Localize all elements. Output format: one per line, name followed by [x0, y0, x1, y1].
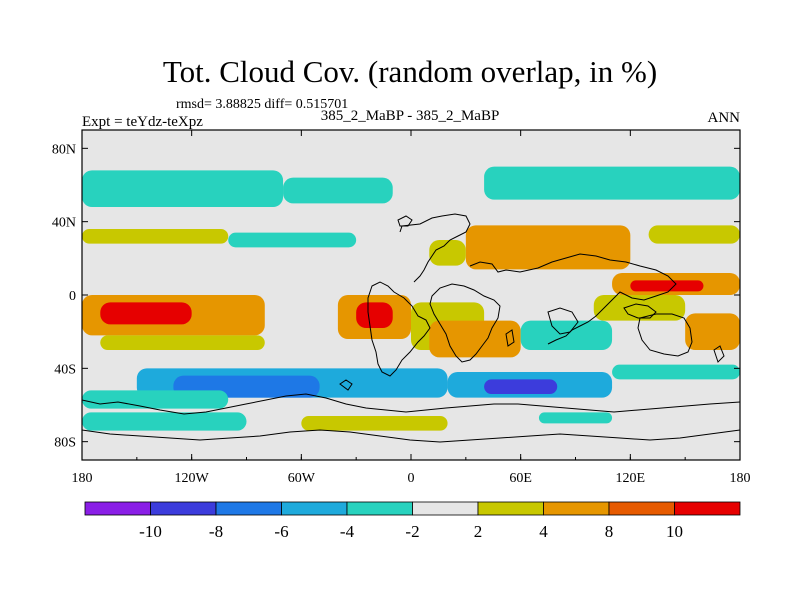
- field-region-29: [538, 412, 613, 424]
- field-region-2: [283, 177, 393, 204]
- x-tick-label: 120W: [175, 471, 210, 486]
- x-tick-label: 120E: [616, 471, 646, 486]
- x-axis: 180 120W 60W 0 60E 120E 180: [72, 130, 751, 486]
- field-region-0: [82, 130, 740, 152]
- case-label: 385_2_MaBP - 385_2_MaBP: [321, 108, 500, 124]
- colorbar-swatch: [346, 501, 413, 516]
- x-tick-label: 180: [730, 471, 751, 486]
- map-plot: 180 120W 60W 0 60E 120E 180 80N 40N 0 40S 80S: [52, 129, 751, 486]
- field-region-26: [612, 364, 740, 380]
- field-region-12: [100, 302, 192, 325]
- colorbar-swatch: [281, 501, 348, 516]
- colorbar-label: 10: [666, 522, 683, 541]
- madagascar-coastline: [505, 329, 515, 347]
- colorbar-swatch: [608, 501, 675, 516]
- colorbar-swatch: [477, 501, 544, 516]
- colorbar-swatch: [84, 501, 151, 516]
- y-axis: 80N 40N 0 40S 80S: [52, 142, 740, 451]
- colorbar-swatch: [543, 501, 610, 516]
- x-tick-label: 60E: [509, 471, 532, 486]
- field-region-14: [356, 302, 393, 328]
- colorbar-label: -8: [209, 522, 223, 541]
- field-region-25: [484, 379, 558, 394]
- antarctica-coastline: [81, 393, 741, 415]
- field-region-7: [429, 240, 466, 266]
- colorbar-label: 4: [539, 522, 548, 541]
- field-region-8: [648, 225, 740, 244]
- y-tick-label: 80S: [54, 436, 76, 451]
- x-tick-label: 0: [408, 471, 415, 486]
- y-tick-label: 0: [69, 289, 76, 304]
- colorbar: -10 -8 -6 -4 -2 2 4 8 10: [84, 501, 741, 541]
- south-georgia-outline: [339, 379, 353, 391]
- australia-coastline: [637, 313, 693, 357]
- africa-coastline: [429, 283, 501, 363]
- field-region-28: [301, 416, 448, 431]
- field-region-4: [82, 229, 229, 244]
- season-label: ANN: [708, 110, 741, 126]
- colorbar-swatch: [674, 501, 741, 516]
- colorbar-swatch: [412, 501, 479, 516]
- field-region-27: [82, 412, 247, 431]
- field-region-16: [429, 320, 521, 358]
- colorbar-label: -6: [274, 522, 288, 541]
- field-region-23: [82, 390, 229, 409]
- field-region-10: [630, 280, 704, 292]
- colorbar-label: 8: [605, 522, 614, 541]
- indian-subcontinent-coastline: [547, 307, 579, 335]
- y-tick-label: 40S: [54, 362, 76, 377]
- colorbar-swatch: [150, 501, 217, 516]
- field-region-6: [465, 225, 631, 270]
- colorbar-label: 2: [474, 522, 483, 541]
- x-tick-label: 180: [72, 471, 93, 486]
- experiment-label: Expt = teYdz-teXpz: [82, 114, 203, 130]
- north-america-coastline: [399, 213, 471, 283]
- chart-title: Tot. Cloud Cov. (random overlap, in %): [163, 54, 657, 89]
- field-region-17: [100, 335, 265, 350]
- antarctic-interior-contour: [81, 429, 741, 443]
- field-region-20: [685, 313, 740, 350]
- greenland-coastline: [397, 215, 413, 227]
- field-region-1: [82, 170, 284, 207]
- colorbar-label: -4: [340, 522, 355, 541]
- colorbar-label: -10: [139, 522, 162, 541]
- eurasia-coastline: [469, 253, 677, 345]
- field-region-5: [228, 232, 357, 248]
- y-tick-label: 80N: [52, 142, 76, 157]
- colorbar-label: -2: [405, 522, 419, 541]
- y-tick-label: 40N: [52, 216, 76, 231]
- south-america-coastline: [367, 281, 431, 377]
- field-region-3: [484, 166, 740, 200]
- new-zealand-coastline: [713, 345, 725, 363]
- stats-line: rmsd= 3.88825 diff= 0.515701: [176, 97, 348, 112]
- coastline-layer: [81, 213, 741, 443]
- colorbar-swatch: [215, 501, 282, 516]
- x-tick-label: 60W: [288, 471, 316, 486]
